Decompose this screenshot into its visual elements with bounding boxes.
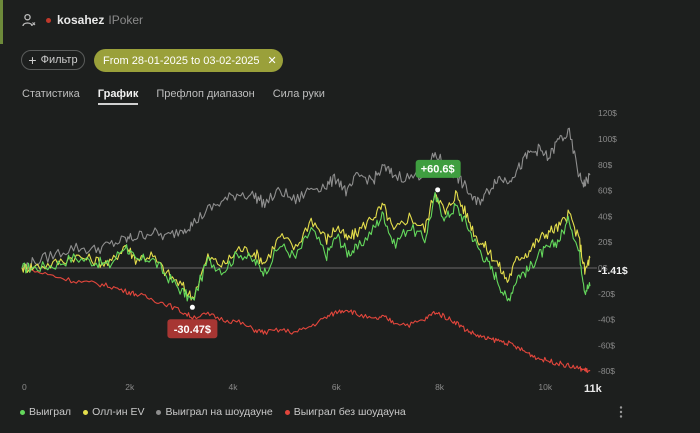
legend-dot: [83, 409, 89, 415]
legend-label: Олл-ин EV: [92, 406, 145, 418]
filter-button[interactable]: + Фильтр: [21, 50, 85, 70]
legend-dot: [20, 409, 25, 415]
x-tick-label: 4k: [229, 382, 239, 392]
y-tick-label: -60$: [598, 340, 615, 350]
y-tick-label: 120$: [598, 110, 617, 118]
trough-label-box: [167, 319, 218, 339]
y-tick-label: -40$: [598, 315, 615, 325]
trough-label: -30.47$: [174, 324, 211, 336]
x-tick-label: 2k: [125, 382, 135, 392]
series-line: [21, 191, 591, 302]
legend-dot: [284, 409, 290, 415]
profit-chart: 120$ 100$ 80$ 60$ 40$ 20$ 0$ -20$ -40$ -60$ -80$ 0 2…: [21, 110, 628, 395]
x-tick-label: 10k: [538, 382, 552, 392]
date-range-chip[interactable]: From 28-01-2025 to 03-02-2025 ✕: [94, 49, 283, 72]
chart-legend: Выиграл Олл-ин EV Выиграл на шоудауне Выигр…: [20, 406, 418, 418]
legend-item[interactable]: Выиграл без шоудауна: [284, 406, 406, 418]
room-name: IPoker: [108, 13, 144, 27]
y-tick-label: 60$: [598, 186, 612, 196]
series-line: [21, 266, 591, 374]
series-line: [21, 190, 591, 301]
user-icon[interactable]: [22, 13, 36, 27]
y-tick-label: 100$: [598, 134, 617, 144]
y-tick-label: 20$: [598, 237, 612, 247]
peak-label: +60.6$: [421, 163, 455, 175]
peak-label-box: [415, 159, 461, 178]
y-tick-label: 40$: [598, 211, 612, 221]
tab-preflop-range[interactable]: Префлоп диапазон: [156, 88, 255, 100]
tab-graph[interactable]: График: [97, 88, 139, 105]
filter-label: Фильтр: [40, 54, 78, 66]
close-icon[interactable]: ✕: [267, 55, 277, 67]
username: kosahez: [57, 13, 105, 27]
peak-marker: [435, 187, 441, 193]
plus-icon: +: [28, 52, 37, 68]
y-tick-label: 80$: [598, 160, 612, 170]
legend-item[interactable]: Выиграл на шоудауне: [156, 406, 273, 418]
legend-label: Выиграл без шоудауна: [293, 406, 406, 418]
x-tick-label: 11k: [584, 383, 603, 395]
x-tick-label: 0: [22, 382, 27, 392]
y-tick-label: -20$: [598, 289, 615, 299]
legend-label: Выиграл на шоудауне: [165, 406, 273, 418]
legend-item[interactable]: Выиграл: [20, 406, 71, 418]
trough-marker: [189, 304, 195, 310]
tab-hand-strength[interactable]: Сила руки: [272, 88, 325, 100]
status-dot: [46, 17, 51, 23]
legend-dot: [156, 409, 162, 415]
x-tick-label: 8k: [435, 382, 445, 392]
user-header: kosahez IPoker: [22, 11, 143, 29]
y-tick-label: -80$: [598, 366, 615, 376]
series-line: [21, 127, 591, 270]
tab-statistics[interactable]: Статистика: [22, 88, 80, 100]
current-value-label: -1.41$: [598, 265, 628, 277]
left-accent-bar: [0, 0, 3, 44]
legend-label: Выиграл: [29, 406, 72, 418]
x-tick-label: 6k: [332, 382, 342, 392]
tab-bar: Статистика График Префлоп диапазон Сила …: [22, 88, 343, 105]
more-options-icon[interactable]: [617, 405, 625, 419]
y-tick-label: 0$: [598, 263, 608, 273]
date-range-label: From 28-01-2025 to 03-02-2025: [103, 54, 260, 67]
legend-item[interactable]: Олл-ин EV: [83, 406, 144, 418]
